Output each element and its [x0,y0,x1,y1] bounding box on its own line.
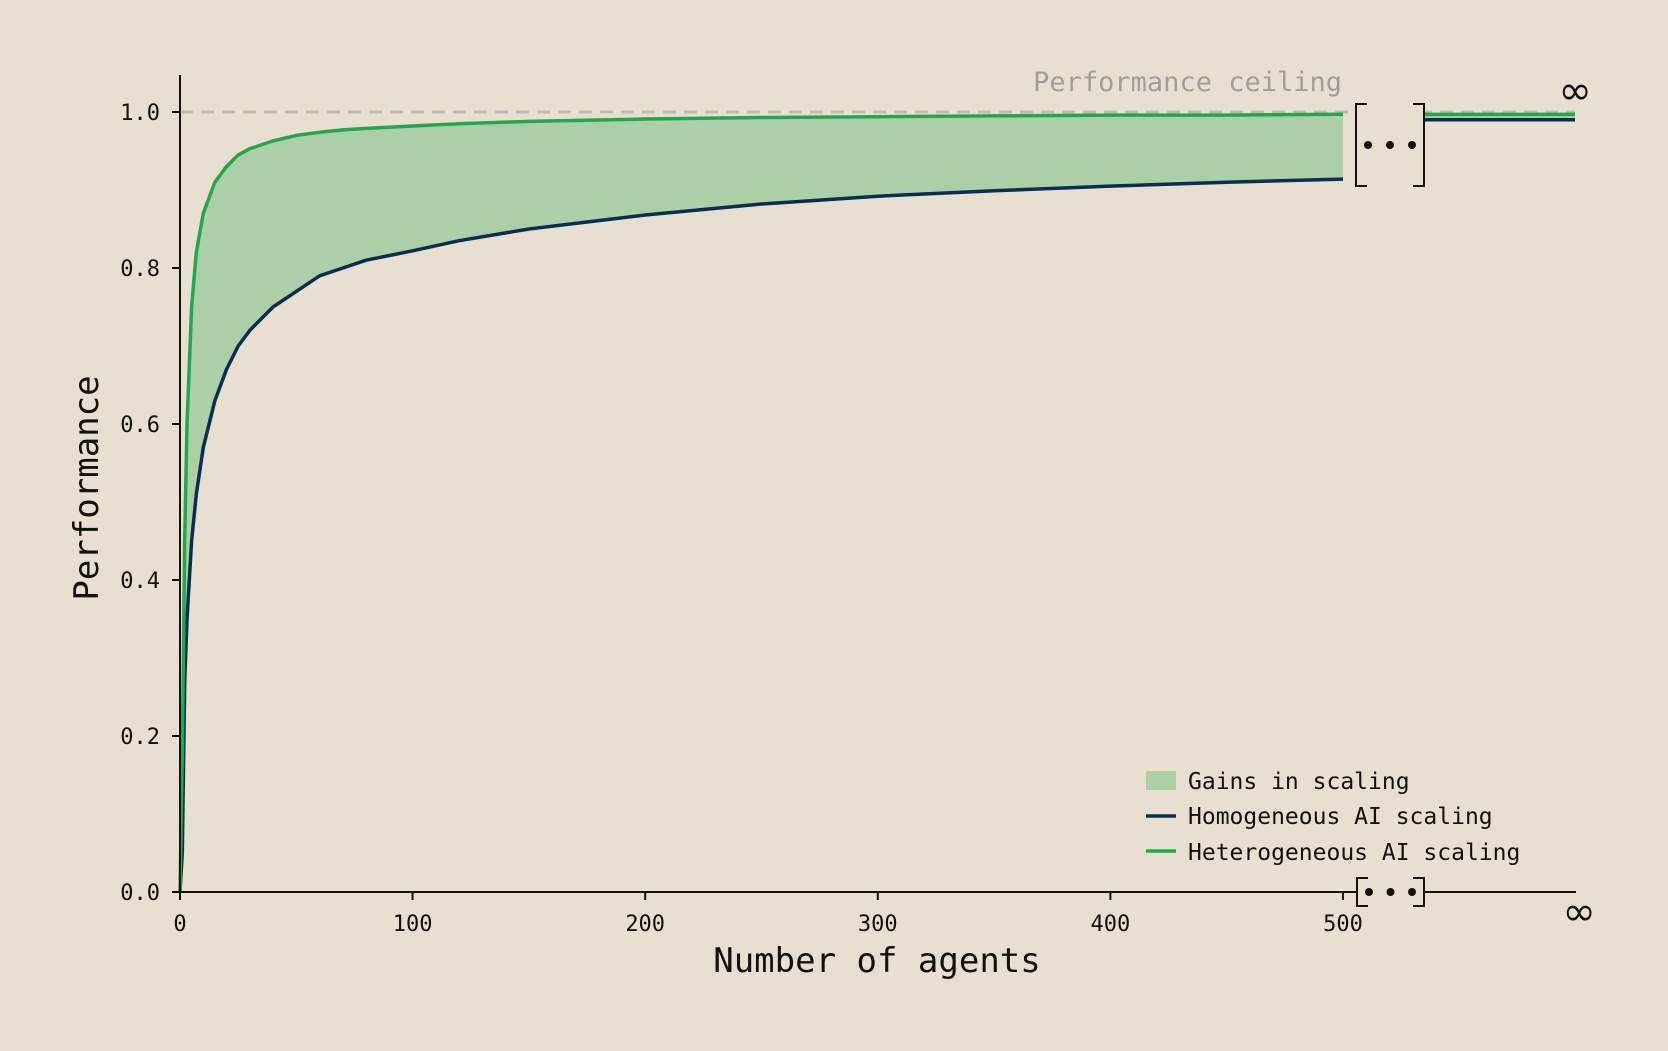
infinity-label-top: ∞ [1558,68,1591,114]
x-axis-title: Number of agents [713,941,1041,981]
break-dot [1386,141,1394,149]
x-tick-label: 400 [1091,912,1131,937]
x-tick-label: 300 [858,912,898,937]
legend-swatch-gains [1146,771,1176,790]
break-dot [1408,141,1416,149]
break-dot [1365,888,1373,896]
series-axis-break-right-bracket [1413,103,1425,187]
y-tick-label: 0.0 [120,881,160,906]
y-tick-label: 0.6 [120,413,160,438]
x-tick-label: 500 [1323,912,1363,937]
x-axis-break-left-bracket [1356,877,1368,907]
break-dot [1408,888,1416,896]
x-tick-label: 200 [625,912,665,937]
homogeneous-series-line [178,177,1344,893]
legend: Gains in scaling Homogeneous AI scaling … [1146,769,1520,866]
y-tick-label: 0.2 [120,725,160,750]
x-axis-break [1356,877,1425,907]
x-tick-label: 0 [173,912,186,937]
gains-fill-area [180,114,1343,893]
break-dot [1386,888,1395,896]
series-axis-break-left-bracket [1355,103,1367,187]
heterogeneous-series-line [178,112,1344,893]
series-layer [178,112,1575,893]
x-axis-break-right-bracket [1413,877,1425,907]
y-axis-title: Performance [67,375,107,600]
legend-label-heterogeneous: Heterogeneous AI scaling [1188,840,1520,866]
legend-label-homogeneous: Homogeneous AI scaling [1188,804,1493,830]
axes-layer: 0.0 0.2 0.4 0.6 0.8 1.0 0 100 200 300 400 500 ∞ ∞ [120,68,1595,937]
legend-label-gains: Gains in scaling [1188,769,1410,795]
axis-break-layer [1355,103,1425,907]
infinity-label-x-axis: ∞ [1562,889,1595,935]
y-tick-label: 0.8 [120,257,160,282]
series-axis-break [1355,103,1425,187]
y-tick-label: 0.4 [120,569,160,594]
y-tick-label: 1.0 [120,101,160,126]
ceiling-label: Performance ceiling [1033,67,1342,98]
break-dot [1364,141,1372,149]
x-tick-label: 100 [393,912,433,937]
